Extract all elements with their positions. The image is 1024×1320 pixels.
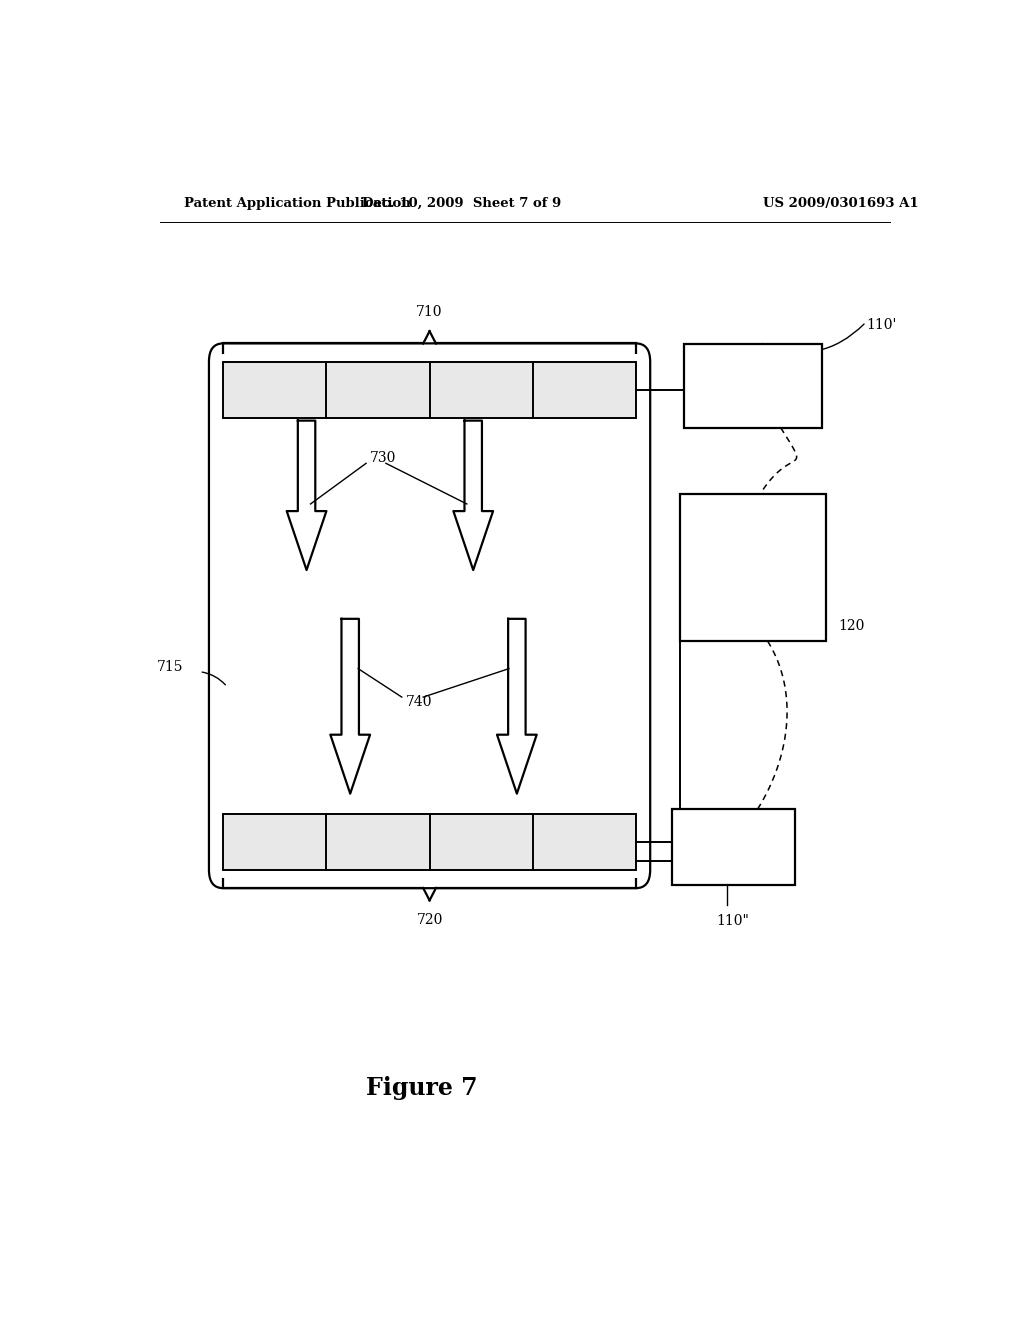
Bar	[223, 814, 636, 870]
Bar	[672, 809, 795, 886]
Polygon shape	[287, 511, 327, 570]
Bar	[298, 421, 315, 511]
Text: 720: 720	[417, 912, 442, 927]
Text: 110': 110'	[866, 318, 896, 333]
Text: Dec. 10, 2009  Sheet 7 of 9: Dec. 10, 2009 Sheet 7 of 9	[361, 197, 561, 210]
Text: 710: 710	[417, 305, 442, 319]
FancyBboxPatch shape	[209, 343, 650, 888]
Bar	[684, 345, 822, 428]
Text: US 2009/0301693 A1: US 2009/0301693 A1	[763, 197, 919, 210]
Polygon shape	[331, 735, 370, 793]
Bar	[508, 619, 525, 735]
Text: 715: 715	[157, 660, 183, 673]
Bar	[223, 362, 636, 417]
Polygon shape	[454, 511, 494, 570]
Polygon shape	[497, 735, 537, 793]
Text: 110": 110"	[717, 913, 750, 928]
Bar	[680, 494, 826, 642]
Text: 740: 740	[406, 696, 432, 709]
Text: Patent Application Publication: Patent Application Publication	[183, 197, 411, 210]
Bar	[465, 421, 482, 511]
Text: 120: 120	[839, 619, 864, 634]
Bar	[341, 619, 359, 735]
Text: Figure 7: Figure 7	[366, 1076, 477, 1101]
Text: 730: 730	[370, 451, 396, 465]
